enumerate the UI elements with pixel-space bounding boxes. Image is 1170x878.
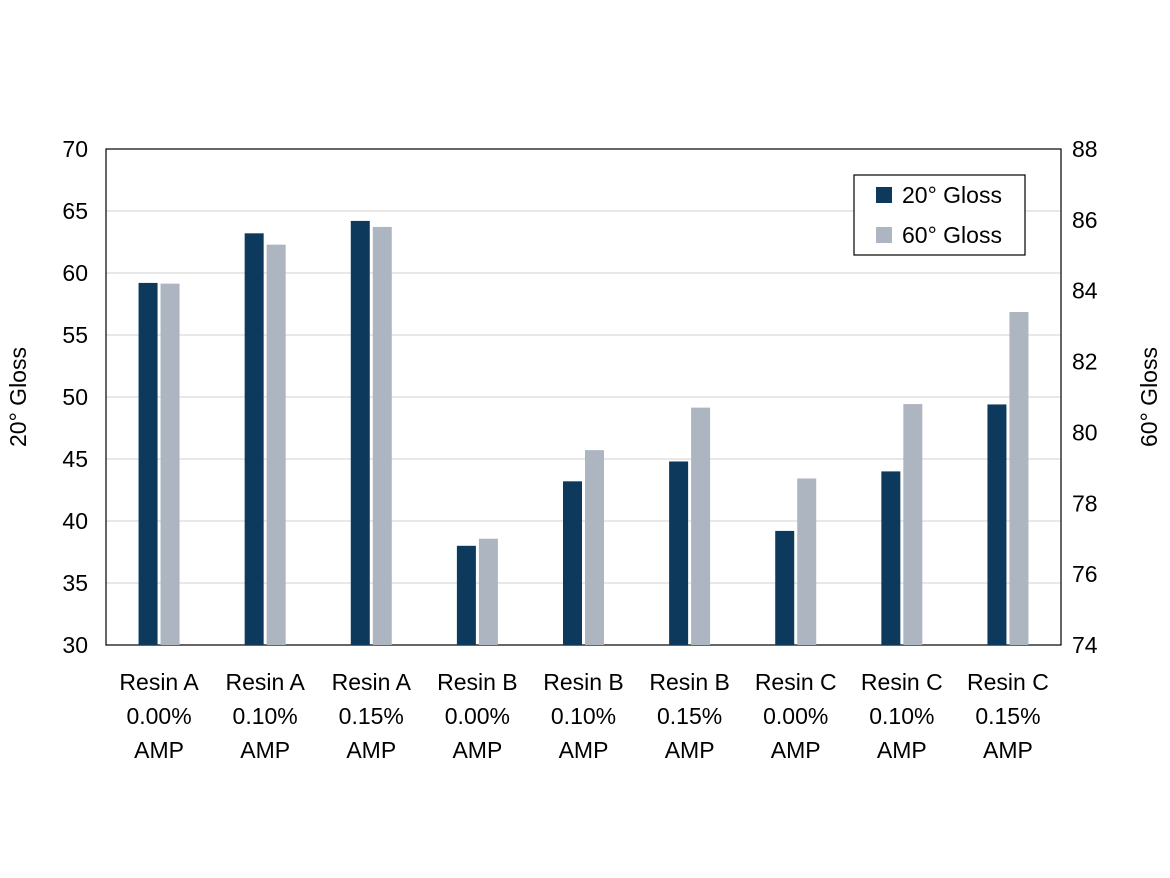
bar-20-gloss (881, 471, 901, 645)
right-tick-label: 78 (1072, 490, 1098, 516)
bar-60-gloss (266, 244, 286, 645)
left-axis-ticks: 30 35 40 45 50 55 60 65 70 (62, 136, 88, 658)
bar-60-gloss (478, 538, 498, 645)
category-label-line: 0.10% (551, 703, 616, 729)
bar-20-gloss (350, 220, 370, 646)
right-axis-title: 60° Gloss (1136, 347, 1162, 447)
right-tick-label: 80 (1072, 419, 1098, 445)
plot-area-frame (105, 148, 1062, 646)
bar-20-gloss (244, 233, 264, 645)
bar-20-gloss (669, 461, 689, 645)
category-label-line: AMP (877, 737, 927, 763)
bar-60-gloss (691, 407, 711, 645)
bar-20-gloss (775, 530, 795, 645)
right-tick-label: 88 (1072, 136, 1098, 162)
left-tick-label: 70 (62, 136, 88, 162)
left-tick-label: 30 (62, 632, 88, 658)
category-label-line: AMP (771, 737, 821, 763)
legend: 20° Gloss 60° Gloss (853, 174, 1026, 256)
right-tick-label: 76 (1072, 561, 1098, 587)
category-label-line: Resin A (332, 669, 412, 695)
right-axis-ticks: 74 76 78 80 82 84 86 88 (1072, 136, 1098, 658)
left-tick-label: 55 (62, 322, 88, 348)
left-tick-label: 60 (62, 260, 88, 286)
category-label-line: 0.15% (339, 703, 404, 729)
category-label-line: Resin C (861, 669, 943, 695)
bar-20-gloss (563, 481, 582, 645)
category-labels: Resin A 0.00% AMP Resin A 0.10% AMP Resin A 0.1… (119, 669, 1048, 763)
category-label-line: 0.00% (445, 703, 510, 729)
category-label-line: Resin C (967, 669, 1049, 695)
category-label-line: AMP (134, 737, 184, 763)
left-tick-label: 65 (62, 198, 88, 224)
right-tick-label: 86 (1072, 207, 1098, 233)
right-tick-label: 74 (1072, 632, 1098, 658)
category-label-line: Resin A (226, 669, 306, 695)
legend-swatch-60-gloss (876, 227, 892, 243)
left-tick-label: 50 (62, 384, 88, 410)
category-label-line: 0.10% (869, 703, 934, 729)
category-label-line: 0.15% (975, 703, 1040, 729)
category-label-line: AMP (452, 737, 502, 763)
category-label-line: 0.00% (763, 703, 828, 729)
legend-swatch-20-gloss (876, 187, 892, 203)
left-tick-label: 45 (62, 446, 88, 472)
category-label-line: Resin B (649, 669, 730, 695)
bar-60-gloss (160, 283, 180, 645)
category-label-line: Resin B (437, 669, 518, 695)
legend-label-20-gloss: 20° Gloss (902, 182, 1002, 208)
left-axis-title: 20° Gloss (5, 347, 31, 447)
gridlines (106, 210, 1061, 584)
category-label-line: AMP (665, 737, 715, 763)
bar-20-gloss (138, 282, 158, 645)
legend-label-60-gloss: 60° Gloss (902, 222, 1002, 248)
category-label-line: AMP (559, 737, 609, 763)
category-label-line: 0.15% (657, 703, 722, 729)
right-tick-label: 82 (1072, 349, 1098, 375)
bar-60-gloss (372, 226, 392, 645)
category-label-line: AMP (346, 737, 396, 763)
bar-60-gloss (1009, 311, 1029, 645)
category-label-line: 0.10% (233, 703, 298, 729)
bars-group (138, 220, 1029, 646)
category-label-line: Resin C (755, 669, 837, 695)
left-tick-label: 40 (62, 508, 88, 534)
category-label-line: AMP (240, 737, 290, 763)
right-tick-label: 84 (1072, 278, 1098, 304)
category-label-line: AMP (983, 737, 1033, 763)
left-tick-label: 35 (62, 570, 88, 596)
bar-60-gloss (797, 478, 817, 645)
bar-60-gloss (585, 450, 604, 645)
category-label-line: Resin A (119, 669, 199, 695)
bar-60-gloss (903, 404, 923, 645)
category-label-line: Resin B (543, 669, 624, 695)
category-label-line: 0.00% (126, 703, 191, 729)
bar-20-gloss (456, 545, 476, 645)
bar-20-gloss (987, 404, 1007, 645)
